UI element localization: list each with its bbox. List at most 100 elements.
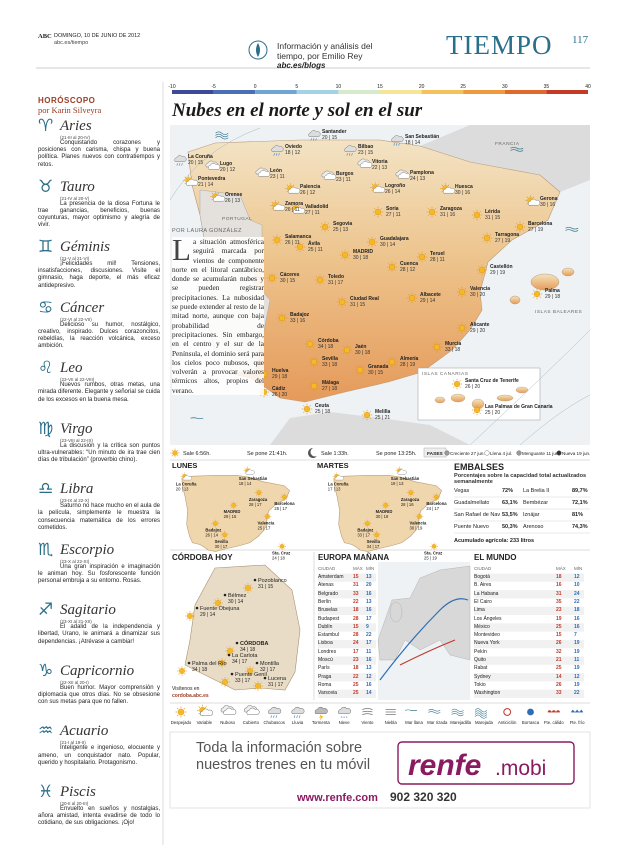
forecast-map (181, 475, 291, 552)
sun-ray (434, 214, 436, 216)
city-name: Granada (368, 364, 389, 370)
europe-title: EUROPA MAÑANA (318, 553, 390, 562)
cloud (257, 170, 271, 177)
city-name: Barcelona (274, 501, 295, 506)
sign-name: Aries (60, 118, 92, 134)
city-name: Melilla (375, 409, 391, 415)
table-cell: 21 (556, 657, 562, 663)
sun-ray (192, 612, 194, 614)
sun-ray (316, 358, 318, 360)
table-cell: Sydney (474, 673, 491, 680)
city-temp: 25 | 17 (274, 506, 287, 511)
table-cell: Estambul (318, 632, 339, 639)
city-name: Soria (386, 206, 399, 212)
sun-ray (230, 506, 232, 509)
sun-ray (407, 489, 410, 492)
france (420, 125, 590, 192)
city-name: Segovia (333, 221, 352, 227)
sun-ray (286, 498, 288, 501)
sun-ray (533, 290, 535, 292)
sign-dates: (23-X al 22-XI) (60, 558, 90, 564)
weather-icon (565, 226, 579, 232)
table-cell: Bogotá (474, 574, 490, 580)
sun-ray (230, 502, 232, 504)
sun-ray (483, 240, 485, 242)
legend-label: Despejado (171, 720, 192, 725)
city-temp: 32 | 17 (260, 667, 275, 673)
sun-ray (309, 411, 311, 413)
sun-ray (227, 684, 229, 686)
sun-ray (435, 543, 437, 545)
sign-text: Saturno no hace mucho en el aula de la p… (38, 503, 160, 531)
weather-icon (304, 338, 316, 350)
phase-icon (484, 450, 490, 456)
row-band (474, 673, 584, 682)
weather-icon (271, 234, 283, 246)
sun-ray (181, 478, 183, 480)
rain (398, 143, 400, 146)
sun-ray (260, 688, 262, 690)
high (503, 708, 512, 716)
scale-segment (504, 90, 547, 94)
sun-ray (186, 618, 188, 620)
forecast-map (333, 475, 443, 552)
sun-ray (341, 257, 343, 259)
phase: Llena 4 jul. (490, 451, 512, 456)
world-title: EL MUNDO (474, 553, 517, 562)
legend-label: Anticiclón (498, 720, 517, 725)
wave (510, 146, 524, 150)
city-name: Logroño (385, 183, 405, 189)
sun (179, 668, 185, 674)
city-temp: 30 | 14 (380, 242, 395, 248)
sun-ray (260, 489, 262, 492)
wave (565, 226, 579, 230)
city-name: La Carlota (232, 653, 258, 659)
table-cell: 15 (556, 632, 562, 639)
city-temp: 29 | 15 (224, 514, 237, 519)
table-cell: Budapest (318, 615, 340, 622)
weather-icon (451, 378, 463, 390)
date: DOMINGO, 10 DE JUNIO DE 2012 (54, 33, 141, 39)
weather-icon (290, 203, 306, 214)
city-temp: 24 | 13 (410, 176, 425, 182)
table-cell: 22 (366, 632, 372, 639)
table-cell: 10 (574, 582, 580, 589)
weather-icon (294, 241, 306, 253)
sun-ray (428, 214, 430, 216)
sign-head: ♐ Sagitario (38, 602, 160, 619)
weather-icon (361, 409, 373, 421)
cold-front (379, 598, 469, 681)
sun-ray (186, 473, 188, 475)
url: abc.es/tiempo (54, 40, 89, 46)
weather-icon (385, 709, 396, 715)
sign-dates: (23-VIII al 22-IX) (60, 437, 94, 443)
sun-ray (333, 478, 335, 480)
sun-ray (211, 192, 214, 195)
wave (510, 149, 524, 152)
sun-ray (479, 412, 481, 414)
sun-ray (458, 330, 460, 332)
city-name: Ávila (308, 240, 320, 247)
sun-ray (217, 525, 219, 527)
sun-ray (408, 300, 410, 302)
sun-ray (338, 298, 340, 300)
sun-ray (310, 358, 312, 360)
front (579, 709, 584, 712)
sun-ray (479, 211, 481, 213)
table-cell: 11 (574, 657, 580, 663)
cloud (271, 145, 284, 152)
sun-ray (368, 238, 370, 240)
city-temp: 27 | 19 (528, 227, 543, 233)
city-temp: 30 | 17 (215, 544, 228, 549)
sun-ray (396, 467, 398, 469)
sun (256, 490, 262, 496)
sun-ray (316, 388, 318, 390)
sun-ray (458, 294, 460, 296)
sun-ray (408, 294, 410, 296)
city-name: La Coruña (188, 154, 213, 160)
city-temp: 29 | 20 (470, 328, 485, 334)
weather-icon (381, 501, 390, 510)
sun-ray (522, 229, 524, 231)
sun-ray (214, 605, 216, 607)
city-temp: 20 | 13 (176, 487, 189, 492)
